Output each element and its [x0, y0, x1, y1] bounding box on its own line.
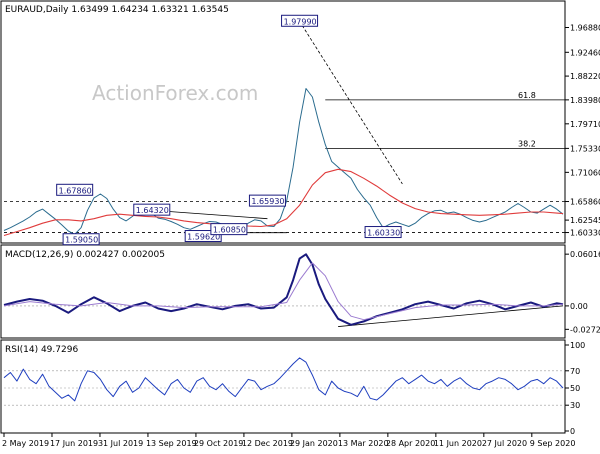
price-annotation-label: 1.64320 — [136, 206, 169, 215]
price-annotation-box — [364, 226, 402, 239]
price-annotation-box — [210, 223, 248, 236]
series-layer — [3, 88, 564, 402]
x-tick-label: 11 Jun 2020 — [434, 439, 482, 448]
annotation-layer: 1.97990 1.67860 1.64320 1.65930 1.59050 1.596… — [56, 14, 536, 246]
y-tick-label: 0.060165 — [570, 250, 600, 259]
y-tick-label: 0.00 — [570, 302, 588, 311]
grid-layer — [4, 21, 565, 406]
y-tick-label: 50 — [570, 384, 580, 393]
rsi-panel-title: RSI(14) 49.7296 — [5, 345, 78, 355]
macd-panel-frame — [0, 244, 566, 339]
series-line-price — [3, 88, 564, 235]
price-annotation-label: 1.97990 — [284, 17, 317, 26]
y-tick-label: 1.65860 — [570, 198, 600, 207]
price-annotation-box — [133, 203, 171, 216]
price-annotation-box — [281, 14, 319, 27]
series-line-rsi — [3, 357, 564, 402]
price-panel-title: EURAUD,Daily 1.63499 1.64234 1.63321 1.6… — [5, 5, 229, 15]
x-tick-label: 29 Jan 2020 — [290, 439, 338, 448]
y-tick-label: 1.96880 — [570, 24, 600, 33]
x-tick-label: 27 Jul 2020 — [482, 439, 527, 448]
price-panel-frame — [0, 0, 566, 244]
y-tick-label: 1.75330 — [570, 144, 600, 153]
y-tick-label: 1.60330 — [570, 229, 600, 238]
y-tick-label: 70 — [570, 367, 580, 376]
price-annotation-label: 1.60330 — [367, 229, 400, 238]
y-tick-label: 1.71060 — [570, 168, 600, 177]
macd-panel-title: MACD(12,26,9) 0.002427 0.002005 — [5, 250, 165, 260]
series-line-macd — [3, 253, 564, 326]
price-annotation-label: 1.59620 — [187, 233, 220, 242]
series-line-moving-average — [3, 168, 564, 237]
x-tick-label: 31 Jul 2019 — [98, 439, 143, 448]
x-tick-label: 13 Mar 2020 — [338, 439, 389, 448]
rsi-panel-frame — [0, 339, 566, 434]
x-tick-label: 28 Apr 2020 — [386, 439, 435, 448]
y-tick-label: 0 — [570, 427, 575, 436]
y-tick-label: 100 — [570, 341, 585, 350]
price-annotation-label: 1.59050 — [65, 236, 98, 245]
y-tick-label: 1.79710 — [570, 120, 600, 129]
macd-trend-line — [338, 305, 564, 327]
price-annotation-box — [56, 183, 94, 196]
x-tick-label: 12 Dec 2019 — [242, 439, 293, 448]
fib-label: 61.8 — [518, 91, 536, 100]
y-tick-label: 30 — [570, 401, 580, 410]
price-annotation-label: 1.65930 — [251, 197, 284, 206]
x-tick-label: 2 May 2019 — [2, 439, 49, 448]
x-tick-label: 29 Oct 2019 — [194, 439, 243, 448]
y-tick-label: 1.83980 — [570, 96, 600, 105]
y-tick-label: 1.62545 — [570, 216, 600, 225]
trend-line — [299, 21, 403, 185]
x-tick-label: 9 Sep 2020 — [530, 439, 576, 448]
series-line-signal — [3, 262, 564, 321]
price-annotation-box — [62, 233, 100, 246]
price-annotation-label: 1.67860 — [59, 186, 92, 195]
price-annotation-box — [184, 230, 222, 243]
fib-label: 38.2 — [518, 139, 536, 148]
price-annotation-label: 1.60850 — [213, 226, 246, 235]
y-tick-label: -0.02725 — [570, 325, 600, 334]
channel-line — [151, 209, 268, 220]
y-tick-label: 1.92460 — [570, 48, 600, 57]
x-tick-label: 13 Sep 2019 — [146, 439, 197, 448]
axis-layer: 1.96880 1.92460 1.88220 1.83980 1.79710 1.753… — [2, 24, 600, 448]
y-tick-label: 1.88220 — [570, 72, 600, 81]
price-annotation-box — [248, 194, 286, 207]
x-tick-label: 17 Jun 2019 — [50, 439, 98, 448]
watermark: ActionForex.com — [92, 81, 258, 105]
